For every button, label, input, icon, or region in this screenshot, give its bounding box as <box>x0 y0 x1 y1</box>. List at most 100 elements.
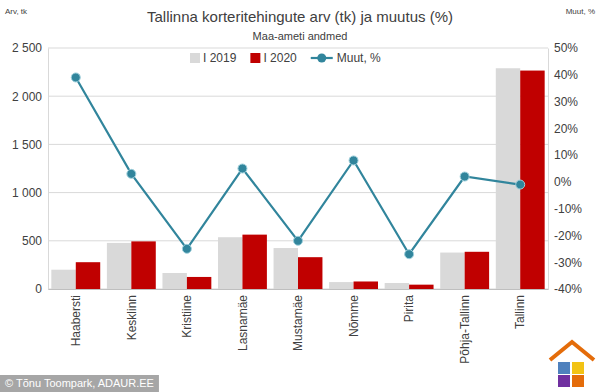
y2-tick-label: 50% <box>554 41 578 55</box>
bar-series <box>76 71 545 289</box>
y2-tick-label: 40% <box>554 68 578 82</box>
grid <box>48 48 548 289</box>
y-axis-title: Arv, tk <box>5 7 28 16</box>
x-tick-label: Pirita <box>402 295 416 323</box>
x-tick: Kristiine <box>180 289 194 338</box>
bar <box>354 281 378 289</box>
y2-tick: 50% <box>548 41 578 55</box>
x-axis: Haabersti Kesklinn Kristiine Lasnamäe Mustam… <box>49 289 549 364</box>
y2-tick-label: 10% <box>554 148 578 162</box>
logo-piece <box>558 362 570 374</box>
x-tick-label: Mustamäe <box>291 295 305 351</box>
y-tick-label: 1 500 <box>12 138 42 152</box>
y-tick-label: 500 <box>22 234 42 248</box>
x-tick-label: Põhja-Tallinn <box>458 295 472 364</box>
y-axis: 0 500 1 000 1 500 2 000 2 500 <box>12 41 49 296</box>
bar <box>187 277 211 289</box>
plot: 0 500 1 000 1 500 2 000 2 500 -40% -30% -20% -10%… <box>12 41 582 363</box>
source-box <box>0 375 159 392</box>
y-tick: 2 000 <box>12 90 48 104</box>
logo-roof <box>550 342 594 360</box>
x-tick: Lasnamäe <box>236 289 250 351</box>
logo-piece <box>572 375 584 387</box>
x-tick: Tallinn <box>513 289 527 329</box>
bar <box>218 237 242 289</box>
logo <box>550 342 594 387</box>
marker <box>405 250 414 259</box>
grid-line <box>48 144 548 145</box>
y2-tick-label: 20% <box>554 122 578 136</box>
marker <box>71 73 80 82</box>
y2-tick: -40% <box>548 282 582 296</box>
y2-tick: -30% <box>548 256 582 270</box>
y-tick: 1 000 <box>12 186 48 200</box>
legend-swatch <box>250 53 260 63</box>
x-tick: Haabersti <box>69 289 83 346</box>
title: Tallinna korteritehingute arv (tk) ja mu… <box>147 8 453 25</box>
bar <box>329 282 353 289</box>
y2-tick: -20% <box>548 229 582 243</box>
logo-piece <box>558 375 570 387</box>
x-tick-label: Kesklinn <box>125 295 139 340</box>
y2-tick: 40% <box>548 68 578 82</box>
y2-axis: -40% -30% -20% -10% 0% 10% 20% 30% 40% 50% <box>548 41 582 296</box>
source-text: © Tõnu Toompark, ADAUR.EE <box>5 377 154 389</box>
legend-label: I 2020 <box>263 51 297 65</box>
bar <box>242 235 266 289</box>
y2-tick-label: 0% <box>554 175 572 189</box>
line <box>76 77 520 254</box>
y2-axis-line <box>548 49 549 290</box>
legend-swatch <box>190 53 200 63</box>
y-axis-line <box>48 49 49 290</box>
x-tick: Põhja-Tallinn <box>458 289 472 364</box>
y2-tick: 30% <box>548 95 578 109</box>
y2-axis-title: Muut, % <box>566 7 595 16</box>
y2-tick-label: -10% <box>554 202 582 216</box>
marker <box>460 172 469 181</box>
y-tick-label: 0 <box>35 282 42 296</box>
bar <box>51 270 75 289</box>
bar <box>274 248 298 289</box>
marker <box>238 164 247 173</box>
bar <box>76 262 100 289</box>
legend: I 2019I 2020Muut, % <box>190 51 381 65</box>
logo-piece <box>572 362 584 374</box>
y2-tick-label: -20% <box>554 229 582 243</box>
marker <box>516 180 525 189</box>
x-axis-line <box>49 289 549 290</box>
legend-label: I 2019 <box>203 51 237 65</box>
bar <box>162 273 186 289</box>
marker <box>294 236 303 245</box>
y-tick: 500 <box>22 234 48 248</box>
x-tick: Pirita <box>402 289 416 322</box>
marker <box>127 169 136 178</box>
source: © Tõnu Toompark, ADAUR.EE <box>0 375 159 392</box>
x-tick-label: Nõmme <box>347 295 361 337</box>
y-tick: 0 <box>35 282 48 296</box>
bar <box>520 71 544 289</box>
bar <box>298 257 322 289</box>
bar-series <box>51 68 520 289</box>
marker <box>349 156 358 165</box>
y2-tick: 20% <box>548 122 578 136</box>
x-tick: Mustamäe <box>291 289 305 351</box>
grid-line <box>48 48 548 49</box>
subtitle: Maa-ameti andmed <box>253 30 348 42</box>
bar <box>385 283 409 289</box>
grid-line <box>48 96 548 97</box>
x-tick-label: Kristiine <box>180 295 194 338</box>
bar <box>409 285 433 289</box>
marks <box>51 68 544 289</box>
bar <box>440 253 464 289</box>
bar <box>107 243 131 289</box>
chart: 0 500 1 000 1 500 2 000 2 500 -40% -30% -20% -10%… <box>0 0 600 392</box>
y-tick: 1 500 <box>12 138 48 152</box>
y-tick-label: 2 500 <box>12 41 42 55</box>
y-tick-label: 2 000 <box>12 90 42 104</box>
bar <box>465 252 489 289</box>
x-tick-label: Haabersti <box>69 295 83 346</box>
grid-line <box>48 192 548 193</box>
y-tick-label: 1 000 <box>12 186 42 200</box>
y2-tick-label: 30% <box>554 95 578 109</box>
y2-tick-label: -40% <box>554 282 582 296</box>
